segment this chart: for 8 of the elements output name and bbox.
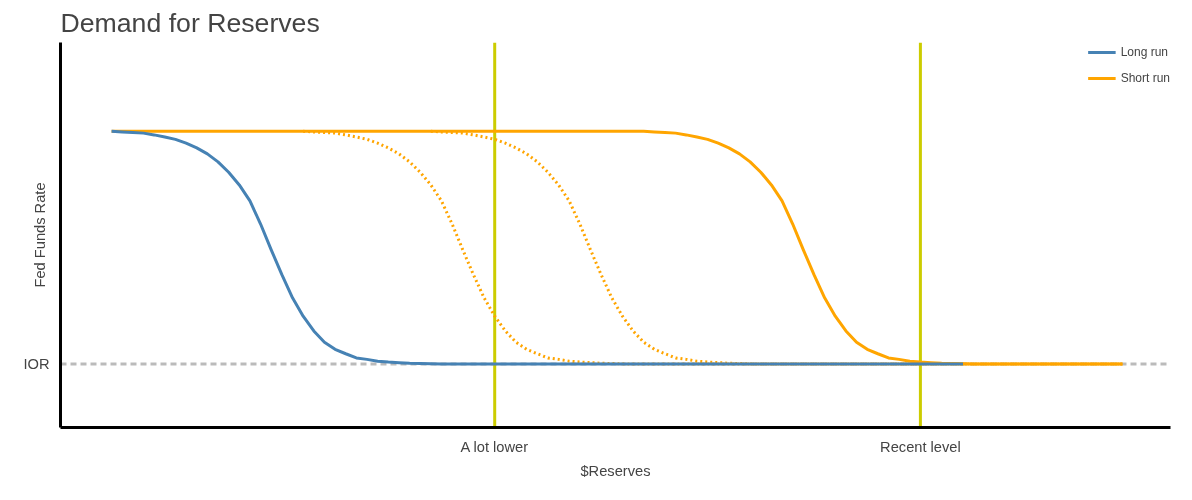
legend-label: Short run <box>1120 71 1170 85</box>
x-axis-title: $Reserves <box>580 462 651 479</box>
legend-label: Long run <box>1120 45 1169 59</box>
chart-title: Demand for Reserves <box>60 7 320 38</box>
ref-line-label: IOR <box>23 356 50 373</box>
y-axis-title: Fed Funds Rate <box>32 182 49 288</box>
x-tick-label: A lot lower <box>460 438 529 455</box>
x-tick-label: Recent level <box>880 438 961 455</box>
